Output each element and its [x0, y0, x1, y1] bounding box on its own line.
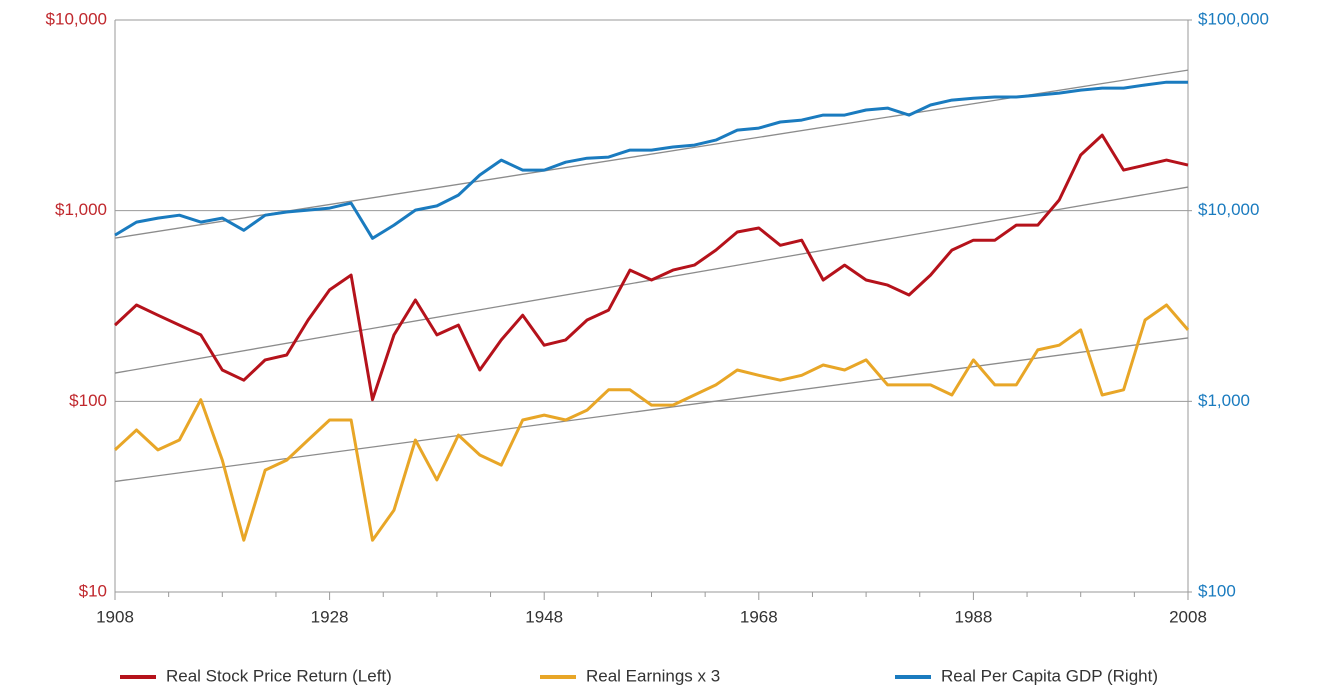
x-tick-label: 1948: [525, 607, 563, 626]
series-line: [113, 133, 1189, 402]
series-line: [113, 303, 1190, 542]
x-tick-label: 1968: [740, 607, 778, 626]
x-tick-label: 1908: [96, 607, 134, 626]
legend-label: Real Per Capita GDP (Right): [941, 666, 1158, 685]
y2-tick-label: $100,000: [1198, 9, 1269, 28]
y2-tick-label: $10,000: [1198, 200, 1259, 219]
legend-label: Real Stock Price Return (Left): [166, 666, 392, 685]
x-tick-label: 1988: [954, 607, 992, 626]
x-tick-label: 1928: [311, 607, 349, 626]
series-line: [114, 80, 1188, 240]
y-tick-label: $10: [79, 581, 107, 600]
legend-label: Real Earnings x 3: [586, 666, 720, 685]
trend-line: [114, 337, 1189, 483]
x-tick-label: 2008: [1169, 607, 1207, 626]
y-tick-label: $10,000: [46, 9, 107, 28]
y-tick-label: $1,000: [55, 200, 107, 219]
y2-tick-label: $1,000: [1198, 391, 1250, 410]
y2-tick-label: $100: [1198, 581, 1236, 600]
y-tick-label: $100: [69, 391, 107, 410]
